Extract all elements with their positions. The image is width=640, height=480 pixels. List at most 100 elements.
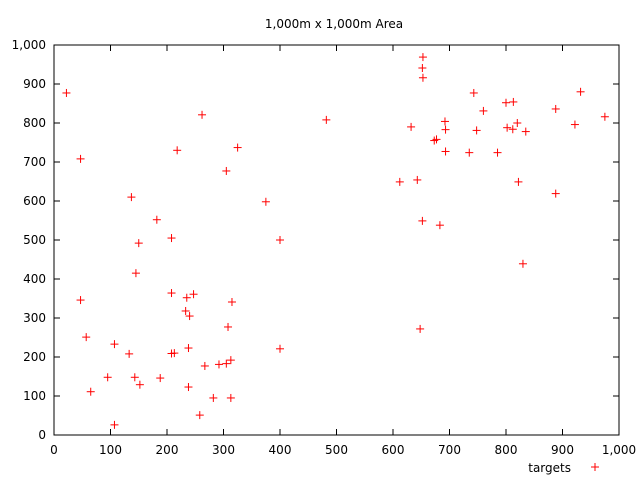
data-point bbox=[416, 324, 425, 333]
data-point bbox=[479, 106, 488, 115]
data-point bbox=[130, 373, 139, 382]
x-tick-label: 700 bbox=[438, 443, 461, 457]
data-point bbox=[156, 374, 165, 383]
data-point bbox=[513, 119, 522, 127]
data-point bbox=[103, 373, 112, 382]
data-point bbox=[576, 87, 585, 96]
x-axis: 0 100 200 300 400 500 600 700 800 900 1,000 bbox=[50, 45, 636, 457]
data-point bbox=[76, 296, 85, 305]
data-point bbox=[182, 293, 191, 302]
y-tick-label: 300 bbox=[23, 311, 46, 325]
data-point bbox=[82, 333, 91, 342]
data-point bbox=[226, 356, 235, 365]
data-point bbox=[152, 215, 161, 224]
data-point bbox=[514, 177, 523, 186]
data-point bbox=[440, 117, 449, 126]
data-point bbox=[127, 193, 136, 202]
data-point bbox=[227, 298, 236, 307]
x-tick-label: 900 bbox=[551, 443, 574, 457]
data-point bbox=[62, 88, 71, 97]
data-point bbox=[276, 236, 284, 244]
series-targets bbox=[62, 53, 609, 429]
data-point bbox=[322, 115, 331, 124]
legend-marker-plus bbox=[591, 463, 599, 471]
data-point bbox=[125, 349, 134, 358]
x-tick-label: 800 bbox=[495, 443, 518, 457]
y-tick-label: 800 bbox=[23, 116, 46, 130]
legend: targets bbox=[528, 461, 599, 475]
data-point bbox=[181, 306, 190, 315]
data-point bbox=[407, 122, 416, 131]
data-point bbox=[173, 146, 182, 155]
data-point bbox=[224, 322, 233, 331]
y-tick-label: 100 bbox=[23, 389, 46, 403]
data-point bbox=[469, 88, 478, 97]
data-point bbox=[184, 344, 193, 353]
y-tick-label: 400 bbox=[23, 272, 46, 286]
data-point bbox=[198, 110, 207, 119]
x-tick-label: 400 bbox=[269, 443, 292, 457]
y-tick-label: 500 bbox=[23, 233, 46, 247]
legend-label-targets: targets bbox=[528, 461, 571, 475]
data-point bbox=[261, 197, 270, 206]
data-point bbox=[518, 259, 527, 268]
data-point bbox=[465, 148, 474, 157]
data-point bbox=[600, 112, 609, 121]
data-point bbox=[209, 393, 218, 402]
data-point bbox=[503, 123, 512, 132]
y-tick-label: 700 bbox=[23, 155, 46, 169]
x-tick-label: 0 bbox=[50, 443, 58, 457]
data-point bbox=[570, 120, 579, 129]
x-tick-label: 100 bbox=[99, 443, 122, 457]
data-point bbox=[222, 359, 231, 368]
data-point bbox=[184, 383, 193, 392]
data-point bbox=[189, 290, 198, 299]
data-point bbox=[551, 189, 560, 198]
data-point bbox=[472, 126, 481, 135]
data-point bbox=[435, 221, 444, 230]
data-point bbox=[167, 234, 176, 243]
chart-title: 1,000m x 1,000m Area bbox=[265, 17, 403, 31]
data-point bbox=[222, 166, 231, 175]
data-point bbox=[226, 393, 235, 402]
y-tick-label: 900 bbox=[23, 77, 46, 91]
y-tick-label: 0 bbox=[38, 428, 46, 442]
data-point bbox=[170, 349, 179, 358]
data-point bbox=[521, 127, 530, 136]
data-point bbox=[413, 175, 422, 184]
data-point bbox=[551, 104, 560, 113]
legend-marker-targets bbox=[591, 463, 599, 471]
data-point bbox=[509, 97, 518, 106]
data-point bbox=[86, 387, 95, 396]
x-tick-label: 500 bbox=[325, 443, 348, 457]
data-point bbox=[76, 154, 85, 163]
data-point bbox=[131, 269, 140, 278]
data-point bbox=[493, 148, 502, 157]
y-axis: 0 100 200 300 400 500 600 700 800 900 1,000 bbox=[12, 38, 619, 442]
x-tick-label: 1,000 bbox=[602, 443, 636, 457]
data-point bbox=[214, 360, 223, 369]
data-point bbox=[134, 239, 143, 248]
data-point bbox=[418, 53, 427, 62]
data-point bbox=[418, 216, 427, 225]
data-point bbox=[200, 361, 209, 370]
data-point bbox=[508, 125, 517, 134]
data-point bbox=[110, 420, 119, 429]
data-point bbox=[395, 177, 404, 186]
data-point bbox=[233, 143, 242, 152]
y-tick-label: 600 bbox=[23, 194, 46, 208]
data-point bbox=[167, 289, 176, 298]
data-point bbox=[110, 340, 119, 349]
x-tick-label: 200 bbox=[156, 443, 179, 457]
data-point bbox=[195, 411, 204, 420]
data-point bbox=[441, 147, 450, 156]
data-point bbox=[418, 64, 427, 73]
data-point bbox=[441, 125, 450, 134]
data-point bbox=[502, 98, 510, 107]
data-point bbox=[135, 380, 144, 389]
x-tick-label: 300 bbox=[212, 443, 235, 457]
y-tick-label: 200 bbox=[23, 350, 46, 364]
data-point bbox=[276, 344, 284, 353]
data-point bbox=[430, 136, 439, 145]
